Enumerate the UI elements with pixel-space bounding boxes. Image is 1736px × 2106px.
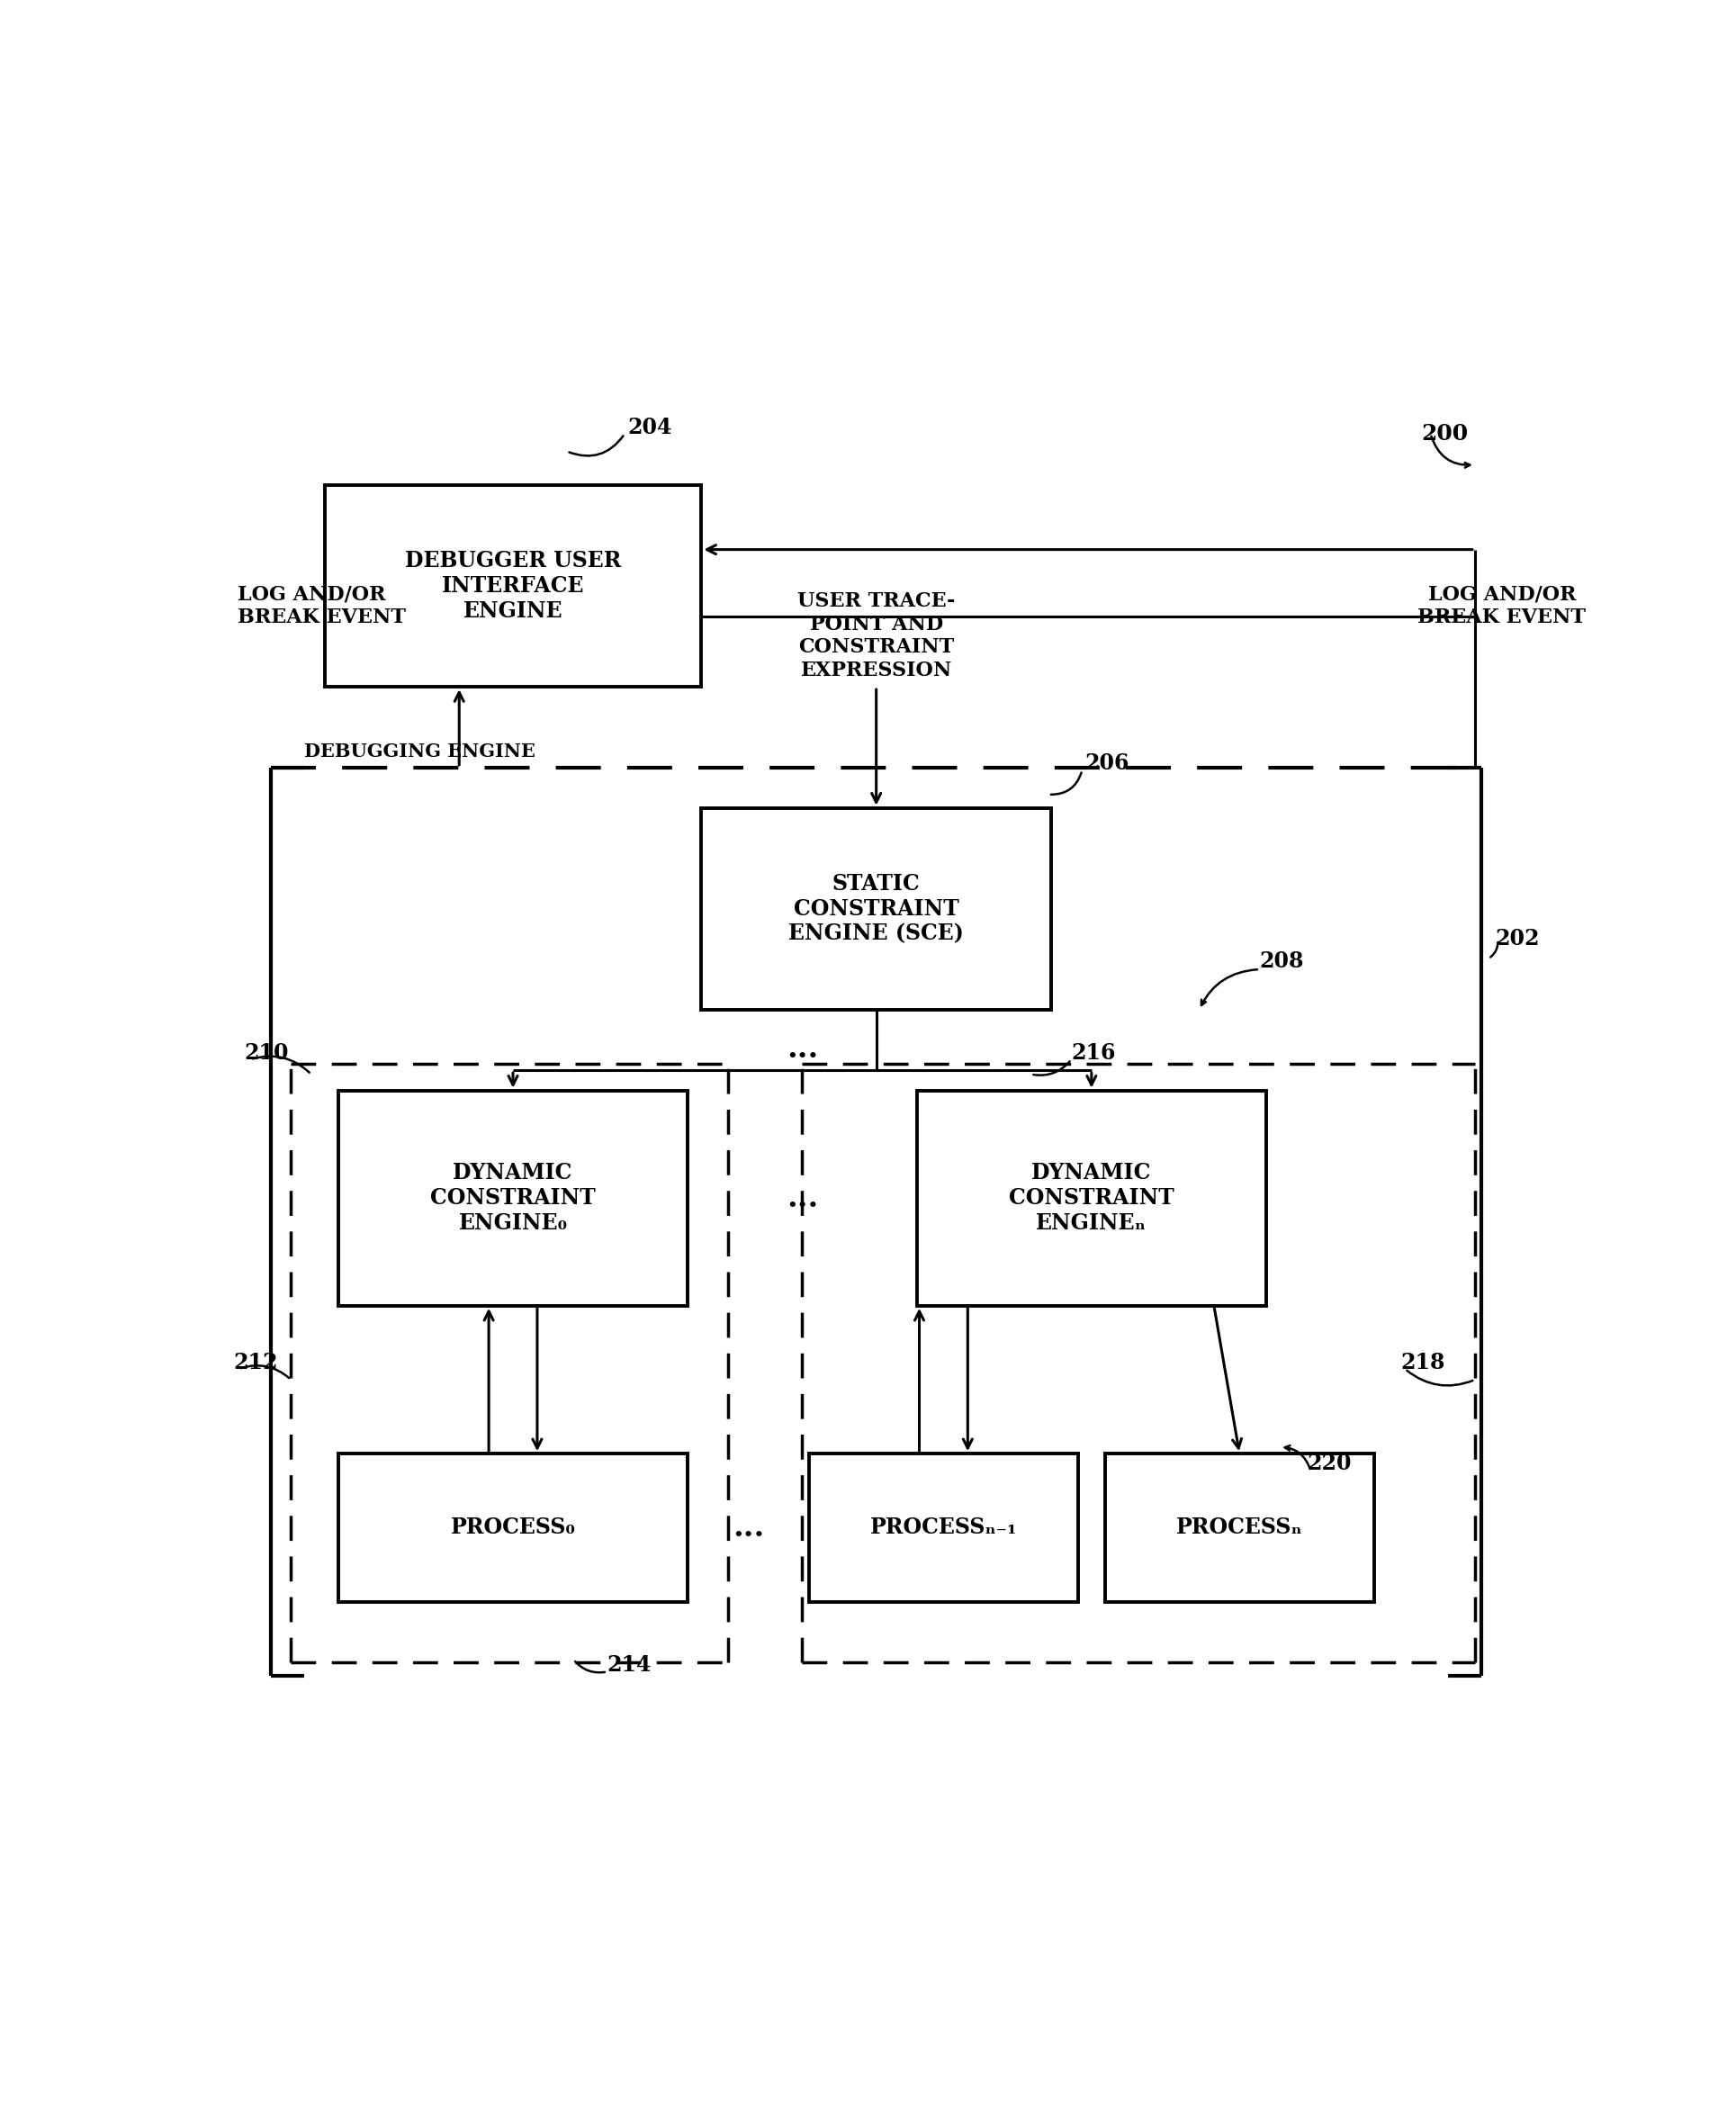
Text: ...: ... <box>786 1184 818 1213</box>
Text: DYNAMIC
CONSTRAINT
ENGINE₀: DYNAMIC CONSTRAINT ENGINE₀ <box>431 1163 595 1234</box>
Text: LOG AND/OR
BREAK EVENT: LOG AND/OR BREAK EVENT <box>1418 585 1587 628</box>
Text: 212: 212 <box>233 1352 278 1373</box>
Text: 208: 208 <box>1260 950 1304 973</box>
Text: DEBUGGER USER
INTERFACE
ENGINE: DEBUGGER USER INTERFACE ENGINE <box>404 550 621 621</box>
Text: 204: 204 <box>627 417 672 438</box>
FancyBboxPatch shape <box>809 1453 1078 1603</box>
Text: PROCESSₙ₋₁: PROCESSₙ₋₁ <box>870 1516 1017 1539</box>
Text: 218: 218 <box>1401 1352 1446 1373</box>
Text: STATIC
CONSTRAINT
ENGINE (SCE): STATIC CONSTRAINT ENGINE (SCE) <box>788 874 963 946</box>
Text: PROCESSₙ: PROCESSₙ <box>1177 1516 1302 1539</box>
Text: DYNAMIC
CONSTRAINT
ENGINEₙ: DYNAMIC CONSTRAINT ENGINEₙ <box>1009 1163 1174 1234</box>
Text: 202: 202 <box>1495 927 1540 950</box>
Text: 214: 214 <box>608 1653 651 1676</box>
FancyBboxPatch shape <box>917 1091 1267 1306</box>
Text: PROCESS₀: PROCESS₀ <box>451 1516 575 1539</box>
Text: 220: 220 <box>1307 1453 1351 1474</box>
Text: 216: 216 <box>1071 1042 1116 1064</box>
Text: 200: 200 <box>1422 423 1469 444</box>
Text: DEBUGGING ENGINE: DEBUGGING ENGINE <box>304 743 536 760</box>
FancyBboxPatch shape <box>325 484 701 687</box>
FancyBboxPatch shape <box>1106 1453 1375 1603</box>
FancyBboxPatch shape <box>701 809 1052 1009</box>
Text: ...: ... <box>786 1034 818 1064</box>
FancyBboxPatch shape <box>339 1091 687 1306</box>
Text: USER TRACE-
POINT AND
CONSTRAINT
EXPRESSION: USER TRACE- POINT AND CONSTRAINT EXPRESS… <box>797 592 955 680</box>
Text: ...: ... <box>733 1512 764 1542</box>
Text: 206: 206 <box>1085 752 1130 775</box>
Text: 210: 210 <box>243 1042 288 1064</box>
FancyBboxPatch shape <box>339 1453 687 1603</box>
Text: LOG AND/OR
BREAK EVENT: LOG AND/OR BREAK EVENT <box>238 585 406 628</box>
